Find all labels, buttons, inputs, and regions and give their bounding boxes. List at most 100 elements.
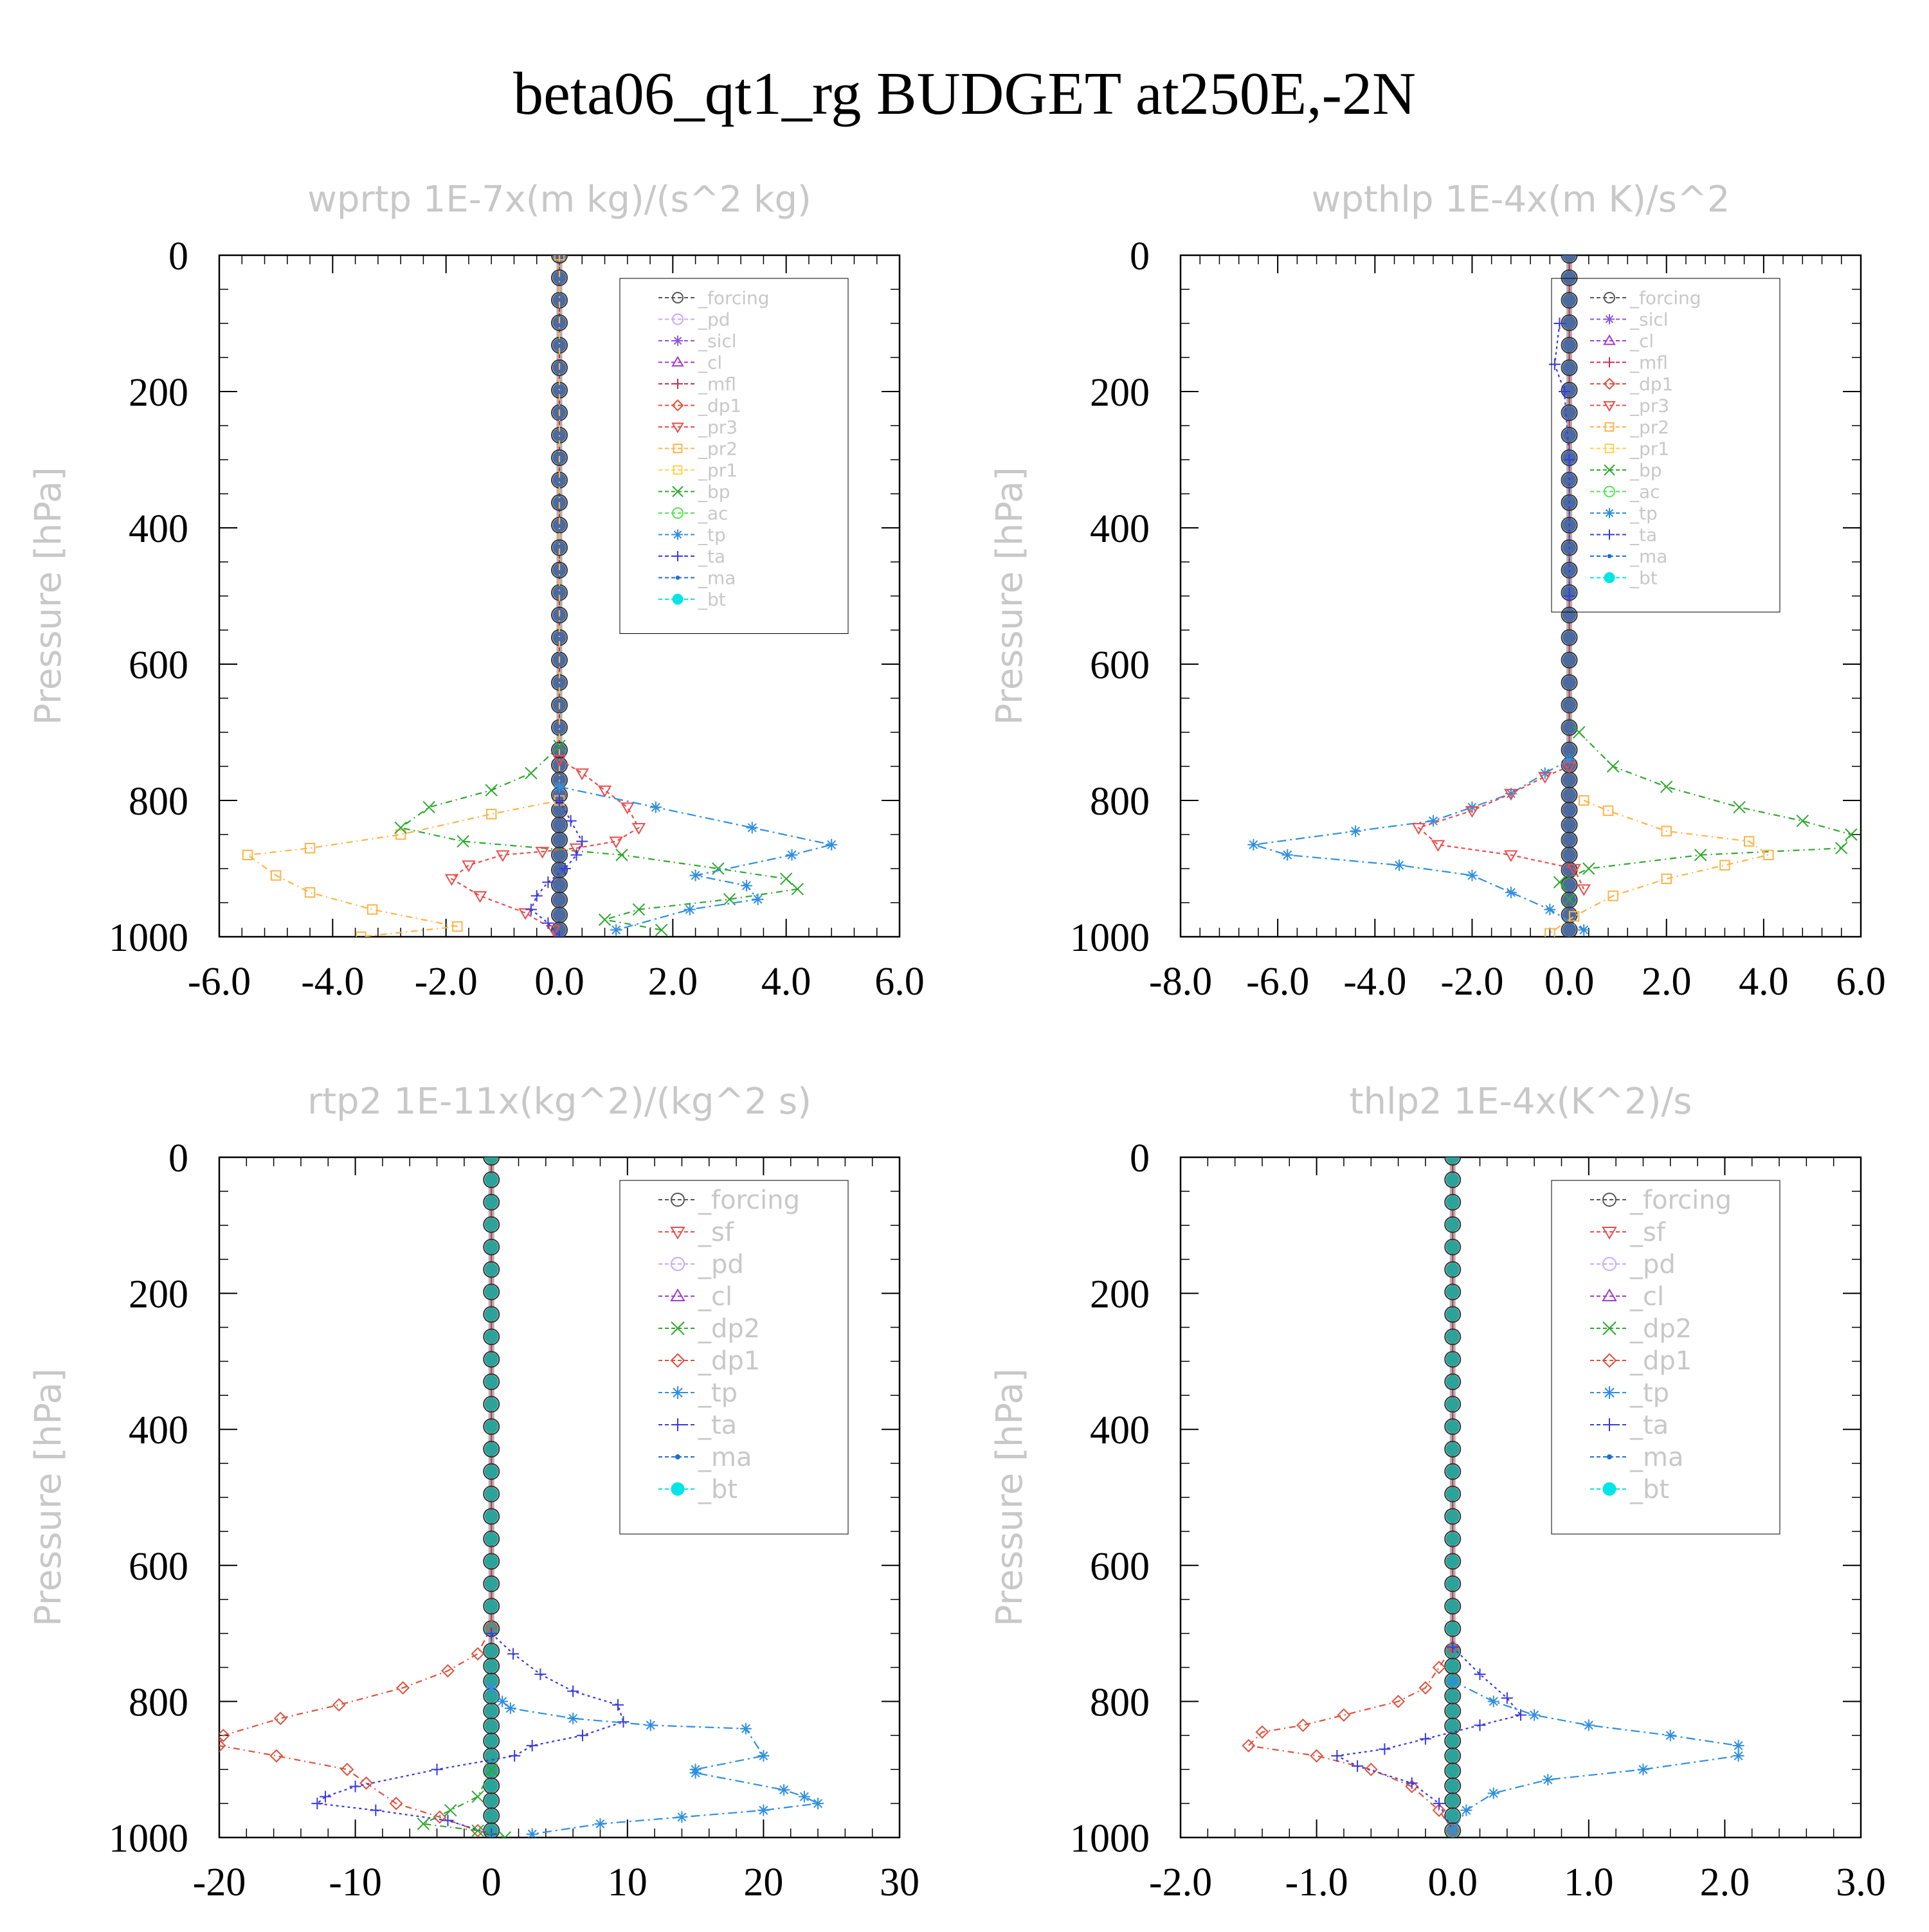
zero-line-marker: [1562, 721, 1577, 735]
series-point-pr3: [496, 850, 510, 862]
x-tick-label: 20: [743, 1861, 783, 1904]
y-tick-label: 200: [129, 1273, 188, 1317]
zero-line-marker-ring: [551, 606, 568, 624]
zero-line-marker-ring: [551, 494, 568, 511]
legend-label: _tp: [1629, 1378, 1669, 1408]
zero-line-marker-ring: [483, 1396, 500, 1413]
zero-line-marker-ring: [1561, 404, 1578, 421]
y-tick-label: 400: [129, 507, 188, 551]
series-point-tp: [752, 893, 764, 905]
zero-line-marker: [1562, 923, 1577, 937]
panel-title: wpthlp 1E-4x(m K)/s^2: [1311, 179, 1730, 221]
zero-line-marker-ring: [1561, 629, 1578, 646]
zero-line-marker-ring: [483, 1418, 500, 1435]
y-tick-label: 800: [129, 780, 188, 824]
series-point-dp1: [219, 1728, 230, 1742]
series-point-tp: [1637, 1764, 1649, 1776]
zero-line-marker: [1445, 1173, 1460, 1187]
series-point-dp1: [269, 1749, 284, 1763]
zero-line-marker: [552, 833, 566, 847]
zero-line-marker-ring: [1444, 1553, 1462, 1570]
plot-frame: [1179, 254, 1862, 938]
zero-line-marker: [1445, 1218, 1460, 1232]
legend-marker-pr3: [671, 422, 684, 433]
legend-marker-ma: [1607, 554, 1612, 559]
series-point-ta: [1406, 1777, 1418, 1789]
series-point-pr3: [1567, 863, 1581, 876]
zero-line-marker: [1445, 1420, 1460, 1434]
zero-line-marker: [1445, 1307, 1460, 1321]
zero-line-marker: [1445, 1734, 1460, 1748]
series-point-dp1: [471, 1647, 485, 1661]
zero-line-marker: [1445, 1764, 1460, 1778]
y-tick-label: 600: [1090, 1545, 1150, 1589]
legend-label: _tp: [698, 1378, 738, 1408]
zero-line-marker: [484, 1465, 498, 1479]
legend-label: _mfl: [698, 374, 736, 395]
series-point-dp1: [396, 1681, 410, 1695]
series-point-pr2: [304, 887, 316, 898]
y-tick-label: 600: [1090, 644, 1150, 687]
y-tick-label: 0: [168, 1137, 188, 1180]
zero-line-marker-ring: [1561, 606, 1578, 624]
series-point-dp1: [389, 1796, 403, 1810]
series-point-ta: [349, 1780, 361, 1792]
series-point-bp: [525, 766, 538, 780]
series-point-pr3: [575, 768, 590, 781]
series-point-bp: [1694, 849, 1707, 862]
legend-label: _ma: [698, 568, 736, 589]
legend-label: _ta: [1629, 525, 1657, 546]
x-tick-label: 0.0: [534, 960, 584, 1004]
zero-line-marker-ring: [1444, 1598, 1462, 1615]
zero-line-marker: [1445, 1465, 1460, 1479]
series-point-tp: [1281, 849, 1294, 861]
legend-marker-bt: [1604, 572, 1615, 583]
zero-line-marker-ring: [1444, 1575, 1462, 1593]
zero-line-marker: [484, 1554, 498, 1568]
series-point-pr3: [1562, 761, 1577, 773]
zero-line-marker: [1445, 1599, 1460, 1613]
zero-line-marker: [484, 1352, 498, 1366]
zero-line-marker-ring: [483, 1575, 500, 1593]
zero-line-marker-ring: [1444, 1193, 1462, 1211]
zero-line-marker: [1562, 788, 1577, 802]
series-point-dp2: [485, 1763, 498, 1776]
zero-line-marker: [484, 1173, 498, 1187]
legend-label: _pd: [1629, 1250, 1676, 1279]
series-point-tp: [567, 1712, 579, 1724]
series-point-tp: [1350, 825, 1362, 837]
series-point-ta: [485, 1627, 498, 1639]
series-point-pr2: [486, 809, 497, 820]
series-point-pr3: [552, 755, 566, 767]
zero-line-marker: [1562, 255, 1577, 262]
zero-line-marker: [1445, 1397, 1460, 1411]
zero-line-marker-ring: [483, 1530, 500, 1548]
series-point-bp: [394, 821, 407, 835]
series-point-tp: [644, 1719, 657, 1731]
zero-line-marker: [1445, 1794, 1460, 1808]
series-point-dp1: [1432, 1803, 1446, 1818]
zero-line-marker-ring: [551, 696, 568, 714]
series-point-ta: [320, 1791, 332, 1803]
zero-line-marker: [1445, 1263, 1460, 1277]
legend-marker-mfl: [673, 379, 683, 389]
zero-line-marker-ring: [1444, 1373, 1462, 1391]
series-point-pr2: [1661, 826, 1672, 836]
series-point-tp: [1247, 838, 1260, 851]
legend-marker-sf: [1602, 1227, 1617, 1240]
legend-marker-dp2: [671, 1321, 685, 1335]
zero-line-marker: [1445, 1487, 1460, 1501]
y-tick-label: 800: [129, 1681, 188, 1724]
x-tick-label: 4.0: [761, 960, 811, 1004]
zero-line-marker: [1562, 773, 1577, 787]
series-point-tp: [1487, 1695, 1499, 1708]
legend-marker-dp2: [1602, 1321, 1617, 1335]
series-line-tp: [559, 786, 832, 931]
series-point-dp1: [1405, 1780, 1419, 1794]
zero-line-marker: [484, 1749, 498, 1763]
zero-line-marker-ring: [483, 1283, 500, 1301]
legend-label: _pr3: [1629, 395, 1669, 417]
zero-line-marker: [552, 848, 566, 862]
legend-marker-pr2: [673, 444, 683, 453]
